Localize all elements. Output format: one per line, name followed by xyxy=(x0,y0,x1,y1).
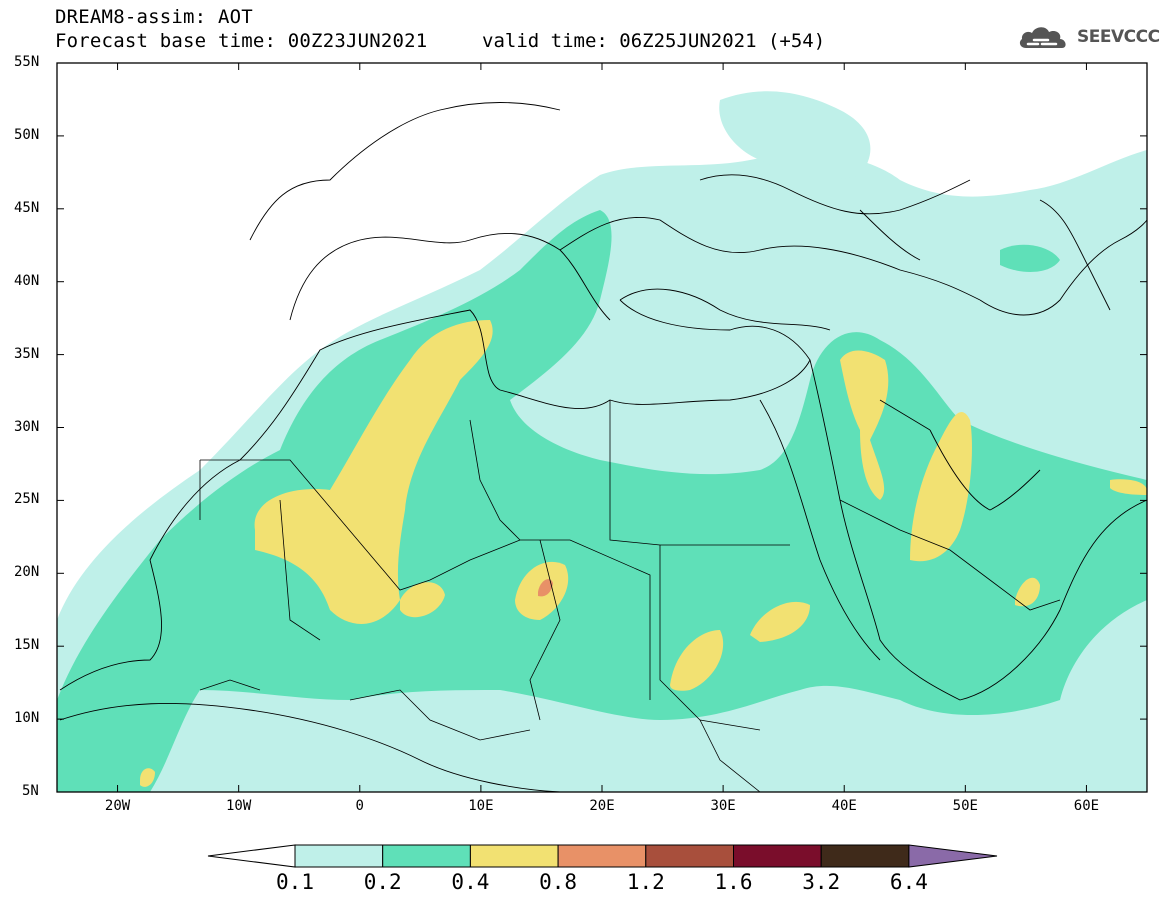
tick-marks xyxy=(57,62,1147,793)
lat-tick-label: 5N xyxy=(22,783,39,799)
lat-tick-label: 25N xyxy=(14,491,40,508)
lat-tick-label: 40N xyxy=(14,272,40,289)
lat-tick-label: 15N xyxy=(14,637,40,654)
forecast-base-time: Forecast base time: 00Z23JUN2021 xyxy=(55,30,428,52)
country-borders xyxy=(199,399,1061,792)
colorbar-label: 0.2 xyxy=(363,870,402,894)
colorbar-under-triangle xyxy=(207,844,296,868)
colorbar-segment xyxy=(820,844,910,868)
colorbar-label: 0.4 xyxy=(451,870,490,894)
lat-tick-label: 35N xyxy=(14,345,40,362)
lon-tick-label: 10E xyxy=(468,798,494,814)
colorbar-segment xyxy=(382,844,471,868)
map-title: DREAM8-assim: AOT xyxy=(55,6,253,28)
colorbar-label: 0.8 xyxy=(539,870,578,894)
logo-text: SEEVCCC xyxy=(1077,27,1160,47)
colorbar xyxy=(207,844,998,868)
colorbar-over-triangle xyxy=(908,844,998,868)
lat-tick-label: 45N xyxy=(14,199,40,216)
colorbar-label: 1.2 xyxy=(626,870,665,894)
colorbar-segment xyxy=(645,844,734,868)
lon-tick-label: 40E xyxy=(831,798,857,814)
lon-tick-label: 10W xyxy=(226,798,252,814)
lat-tick-label: 30N xyxy=(14,418,40,435)
aot-shading xyxy=(57,91,1147,792)
cloud-icon xyxy=(1019,27,1066,48)
lon-tick-label: 60E xyxy=(1073,798,1100,814)
coastlines xyxy=(59,102,1147,792)
valid-time: valid time: 06Z25JUN2021 (+54) xyxy=(482,30,826,52)
colorbar-segment xyxy=(733,844,822,868)
lon-tick-label: 50E xyxy=(952,798,978,814)
colorbar-label: 0.1 xyxy=(276,870,314,894)
lon-tick-label: 0 xyxy=(355,798,364,814)
colorbar-segment xyxy=(469,844,559,868)
lon-tick-label: 20E xyxy=(589,798,615,814)
lat-tick-label: 50N xyxy=(14,126,40,143)
lat-tick-label: 20N xyxy=(14,564,40,581)
seevccc-logo: SEEVCCC xyxy=(1018,22,1160,52)
colorbar-segment xyxy=(557,844,647,868)
colorbar-label: 3.2 xyxy=(802,870,841,894)
lon-tick-label: 20W xyxy=(104,798,131,814)
colorbar-label: 1.6 xyxy=(714,870,753,894)
lat-tick-label: 10N xyxy=(14,710,40,727)
lon-tick-label: 30E xyxy=(710,798,736,814)
colorbar-segment xyxy=(294,844,384,868)
lat-tick-label: 55N xyxy=(14,54,40,70)
colorbar-label: 6.4 xyxy=(889,870,928,894)
